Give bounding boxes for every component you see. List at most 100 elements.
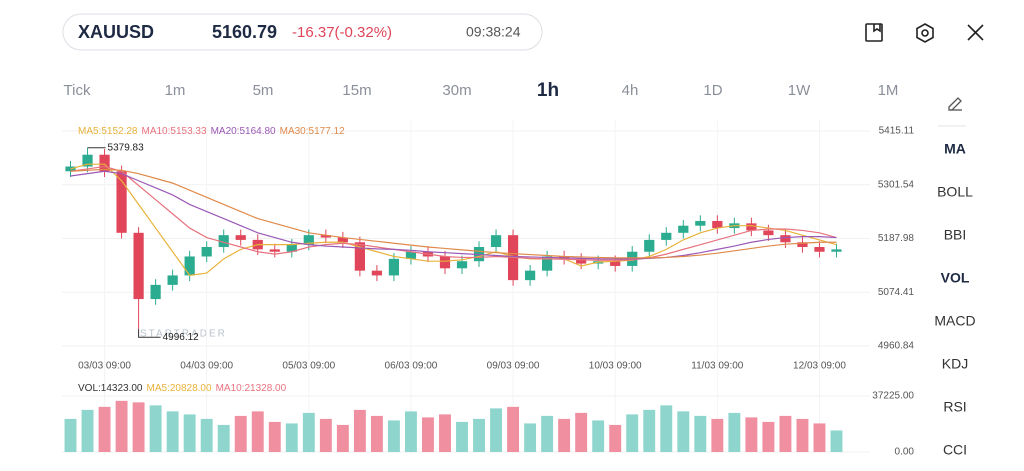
candle-body bbox=[320, 235, 331, 238]
candle-body bbox=[644, 239, 655, 252]
volume-bar bbox=[132, 402, 145, 452]
indicator-tab[interactable]: BOLL bbox=[937, 184, 973, 200]
x-tick-label: 09/03 09:00 bbox=[487, 361, 540, 372]
volume-bar bbox=[643, 409, 656, 452]
candle-body bbox=[235, 235, 246, 240]
volume-bar bbox=[592, 420, 605, 452]
volume-bar bbox=[404, 411, 417, 452]
candle-body bbox=[439, 256, 451, 269]
high-label: 5379.83 bbox=[108, 142, 145, 153]
candle-body bbox=[286, 244, 297, 252]
indicator-tab[interactable]: MA bbox=[944, 141, 966, 157]
candle-body bbox=[303, 235, 314, 245]
legend-entry: MA20:5164.80 bbox=[211, 126, 276, 137]
candle-body bbox=[576, 258, 587, 264]
indicator-tab[interactable]: MACD bbox=[934, 313, 975, 329]
indicator-tab[interactable]: VOL bbox=[941, 270, 970, 286]
candle-body bbox=[201, 247, 212, 257]
candle-body bbox=[184, 256, 195, 276]
draw-icon[interactable] bbox=[948, 97, 962, 111]
timeframe-tab[interactable]: 1D bbox=[703, 82, 722, 99]
candle-body bbox=[610, 261, 621, 266]
indicator-tab[interactable]: BBI bbox=[944, 227, 967, 243]
candle-body bbox=[831, 249, 842, 252]
volume-bar bbox=[541, 415, 554, 452]
low-pointer bbox=[138, 329, 161, 338]
volume-bar bbox=[779, 415, 792, 452]
volume-bar bbox=[251, 411, 264, 452]
volume-bar bbox=[370, 415, 383, 452]
volume-bar bbox=[456, 421, 468, 452]
quote-box[interactable] bbox=[62, 13, 543, 51]
candle-body bbox=[524, 270, 536, 281]
candle-body bbox=[542, 256, 553, 271]
volume-bar bbox=[626, 414, 639, 452]
bookmark-icon[interactable] bbox=[865, 23, 883, 42]
change: -16.37(-0.32%) bbox=[292, 24, 392, 41]
x-tick-label: 04/03 09:00 bbox=[180, 361, 233, 372]
candle-body bbox=[82, 154, 93, 167]
indicator-tab[interactable]: RSI bbox=[943, 399, 966, 415]
legend-entry: MA5:5152.28 bbox=[78, 126, 138, 137]
candle-body bbox=[712, 220, 723, 229]
volume-bar bbox=[762, 421, 775, 452]
volume-bar bbox=[609, 424, 622, 452]
timeframe-tab[interactable]: Tick bbox=[64, 82, 91, 99]
timeframe-tab[interactable]: 30m bbox=[442, 82, 471, 99]
candle-body bbox=[814, 247, 825, 252]
settings-icon[interactable] bbox=[916, 23, 934, 43]
volume-bar bbox=[660, 405, 673, 452]
candle-body bbox=[490, 235, 502, 248]
volume-bar bbox=[490, 408, 503, 452]
volume-bar bbox=[422, 417, 434, 452]
ma-line bbox=[70, 163, 837, 277]
candle-body bbox=[116, 171, 127, 233]
candle-body bbox=[661, 232, 672, 240]
symbol: XAUUSD bbox=[78, 22, 154, 42]
volume-bar bbox=[813, 423, 826, 452]
volume-bar bbox=[217, 424, 230, 452]
timeframe-tab[interactable]: 5m bbox=[253, 82, 274, 99]
candle-body bbox=[218, 235, 229, 248]
volume-bar bbox=[677, 411, 690, 452]
close-icon[interactable] bbox=[967, 24, 984, 41]
timeframe-tab[interactable]: 1h bbox=[537, 80, 559, 101]
volume-bar bbox=[81, 409, 94, 452]
timeframe-tab[interactable]: 1W bbox=[788, 82, 811, 99]
timeframe-tab[interactable]: 1m bbox=[165, 82, 186, 99]
x-tick-label: 06/03 09:00 bbox=[385, 361, 438, 372]
watermark: STARTRADER bbox=[140, 329, 227, 340]
candle-body bbox=[133, 232, 144, 300]
volume-bar bbox=[234, 415, 247, 452]
legend-entry: MA5:20828.00 bbox=[147, 383, 212, 394]
candle-body bbox=[354, 242, 365, 271]
volume-bar bbox=[353, 409, 366, 452]
volume-bar bbox=[64, 418, 77, 452]
low-label: 4996.12 bbox=[163, 332, 200, 343]
volume-bar bbox=[183, 414, 196, 452]
candle-body bbox=[678, 225, 689, 233]
legend-entry: MA30:5177.12 bbox=[280, 126, 345, 137]
volume-bar bbox=[473, 418, 485, 452]
indicator-tab[interactable]: CCI bbox=[943, 442, 967, 458]
legend-entry: VOL:14323.00 bbox=[78, 383, 143, 394]
volume-bar bbox=[745, 417, 758, 452]
timeframe-tab[interactable]: 4h bbox=[622, 82, 639, 99]
indicator-tab[interactable]: KDJ bbox=[942, 356, 968, 372]
volume-bar bbox=[524, 423, 537, 452]
candle-body bbox=[150, 284, 161, 300]
vol-tick-label: 37225.00 bbox=[872, 391, 914, 402]
timeframe-tab[interactable]: 15m bbox=[342, 82, 371, 99]
candle-body bbox=[456, 261, 468, 269]
y-tick-label: 4960.84 bbox=[878, 341, 915, 352]
volume-bar bbox=[830, 430, 843, 452]
candle-body bbox=[167, 275, 178, 285]
candle-body bbox=[371, 270, 383, 276]
volume-bar bbox=[268, 421, 281, 452]
volume-bar bbox=[575, 412, 588, 452]
volume-bar bbox=[336, 424, 349, 452]
timeframe-tab[interactable]: 1M bbox=[878, 82, 899, 99]
volume-bar bbox=[796, 418, 809, 452]
x-tick-label: 03/03 09:00 bbox=[78, 361, 131, 372]
